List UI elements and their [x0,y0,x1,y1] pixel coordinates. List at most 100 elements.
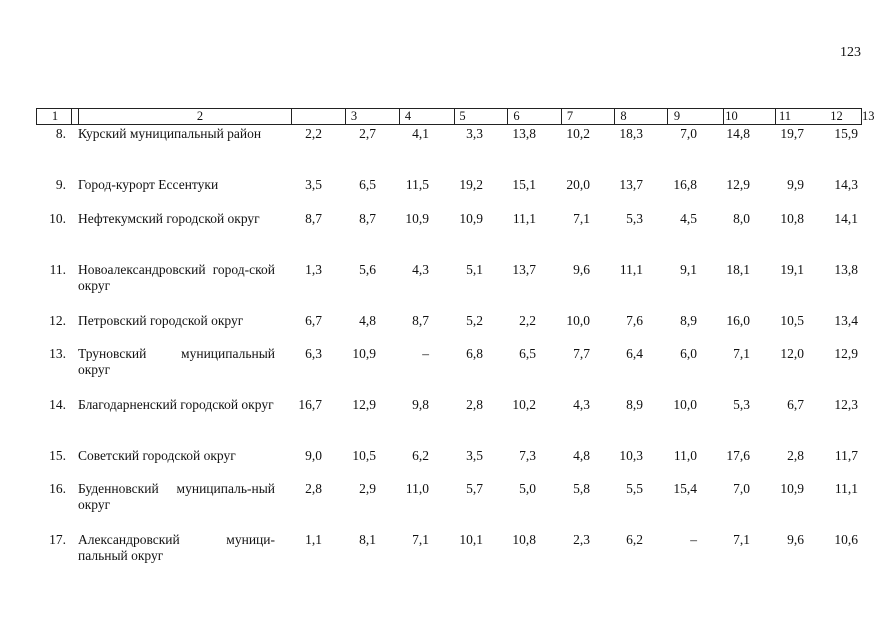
value-cell: 11,1 [619,262,643,277]
value-cell: 4,1 [412,126,429,141]
header-divider [561,109,562,124]
value-cell: 9,1 [680,262,697,277]
value-cell: 2,8 [305,481,322,496]
value-cell: 9,6 [573,262,590,277]
value-cell: 7,1 [733,532,750,547]
value-cell: 10,9 [405,211,429,226]
header-divider [78,109,79,124]
value-cell: 6,8 [466,346,483,361]
row-number: 14. [49,397,66,412]
value-cell: 2,8 [787,448,804,463]
value-cell: 9,9 [787,177,804,192]
value-cell: 8,9 [680,313,697,328]
value-cell: 2,2 [305,126,322,141]
territory-name: Благодарненский городской округ [78,397,274,412]
header-cell: 8 [620,109,627,123]
header-cell: 2 [196,109,204,123]
value-cell: 11,5 [405,177,429,192]
value-cell: 10,9 [780,481,804,496]
value-cell: 5,0 [519,481,536,496]
header-cell: 12 [830,109,843,123]
value-cell: 9,6 [787,532,804,547]
value-cell: 4,3 [412,262,429,277]
value-cell: 2,3 [573,532,590,547]
row-number: 17. [49,532,66,547]
value-cell: 11,0 [673,448,697,463]
value-cell: 18,1 [726,262,750,277]
value-cell: 7,3 [519,448,536,463]
header-cell: 1 [51,109,59,123]
header-divider [507,109,508,124]
value-cell: 15,4 [673,481,697,496]
value-cell: 2,9 [359,481,376,496]
value-cell: 20,0 [566,177,590,192]
value-cell: 12,9 [834,346,858,361]
value-cell: 2,8 [466,397,483,412]
value-cell: 12,9 [726,177,750,192]
row-number: 9. [55,177,66,192]
row-number: 10. [49,211,66,226]
value-cell: 10,0 [566,313,590,328]
value-cell: 13,8 [834,262,858,277]
header-divider [614,109,615,124]
value-cell: 19,7 [780,126,804,141]
value-cell: – [690,532,697,547]
value-cell: 5,3 [733,397,750,412]
territory-name: Курский муниципальный район [78,126,262,141]
table-header: 1 2 3 4 5 6 7 8 9 10 11 12 13 [36,108,875,125]
value-cell: 5,5 [626,481,643,496]
value-cell: 10,5 [780,313,804,328]
value-cell: 15,9 [834,126,858,141]
value-cell: 6,3 [305,346,322,361]
value-cell: 8,0 [733,211,750,226]
territory-name: Буденновский муниципаль-ный округ [78,481,275,512]
header-divider [775,109,776,124]
header-cell: 6 [513,109,520,123]
row-number: 16. [49,481,66,496]
value-cell: 16,0 [726,313,750,328]
value-cell: 4,8 [573,448,590,463]
value-cell: – [422,346,429,361]
value-cell: 10,0 [673,397,697,412]
value-cell: 18,3 [619,126,643,141]
value-cell: 7,1 [412,532,429,547]
territory-name: Александровский муници-пальный округ [78,532,275,563]
header-divider [454,109,455,124]
value-cell: 9,8 [412,397,429,412]
value-cell: 5,3 [626,211,643,226]
value-cell: 10,8 [512,532,536,547]
header-divider [71,109,72,124]
row-number: 13. [49,346,66,361]
header-cell: 5 [459,109,466,123]
header-cell: 7 [566,109,574,123]
value-cell: 7,7 [573,346,590,361]
value-cell: 8,1 [359,532,376,547]
row-number: 15. [49,448,66,463]
territory-name: Петровский городской округ [78,313,244,328]
value-cell: 5,1 [466,262,483,277]
value-cell: 7,1 [733,346,750,361]
value-cell: 13,8 [512,126,536,141]
value-cell: 7,1 [573,211,590,226]
value-cell: 15,1 [512,177,536,192]
value-cell: 12,0 [780,346,804,361]
value-cell: 13,4 [834,313,858,328]
value-cell: 14,1 [834,211,858,226]
territory-name: Город-курорт Ессентуки [78,177,219,192]
value-cell: 8,9 [626,397,643,412]
value-cell: 5,7 [466,481,483,496]
header-cell: 11 [778,109,792,123]
territory-name: Труновский муниципальный округ [78,346,275,377]
value-cell: 19,2 [459,177,483,192]
header-divider [723,109,724,124]
value-cell: 16,8 [673,177,697,192]
header-cell: 13 [862,109,875,123]
row-number: 8. [55,126,66,141]
value-cell: 10,8 [780,211,804,226]
value-cell: 5,2 [466,313,483,328]
value-cell: 12,9 [352,397,376,412]
value-cell: 14,8 [726,126,750,141]
value-cell: 11,7 [834,448,858,463]
value-cell: 9,0 [305,448,322,463]
value-cell: 1,3 [305,262,322,277]
